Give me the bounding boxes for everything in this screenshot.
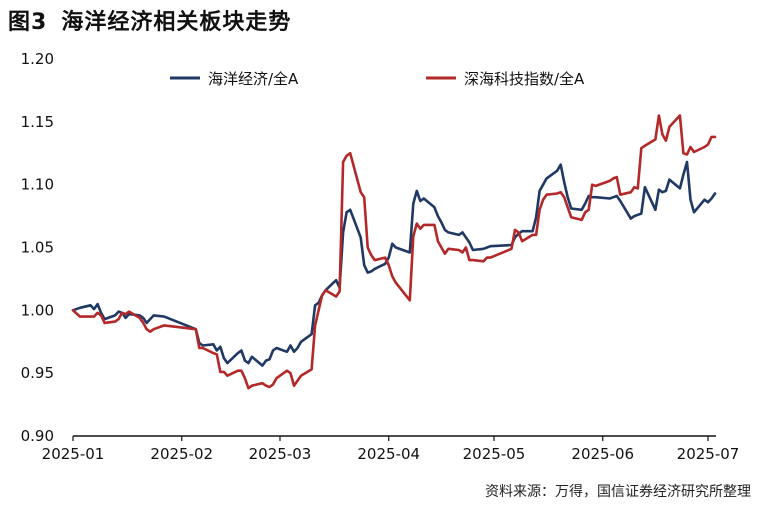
y-tick-label: 1.05: [21, 239, 54, 257]
legend-label-2: 深海科技指数/全A: [464, 70, 585, 88]
legend-label-1: 海洋经济/全A: [208, 70, 299, 88]
x-tick-label: 2025-02: [150, 445, 213, 463]
chart-title: 图3 海洋经济相关板块走势: [8, 4, 291, 36]
x-tick-label: 2025-05: [463, 445, 526, 463]
x-tick-label: 2025-03: [249, 445, 312, 463]
x-tick-label: 2025-06: [571, 445, 634, 463]
y-tick-label: 1.15: [21, 113, 54, 131]
y-tick-label: 0.95: [21, 364, 54, 382]
series-layer: [71, 114, 717, 390]
series-line-2: [71, 114, 717, 390]
y-tick-label: 0.90: [21, 427, 54, 445]
x-tick-labels: 2025-01 2025-02 2025-03 2025-04 2025-05 2025-…: [42, 436, 740, 463]
y-tick-labels: 1.20 1.15 1.10 1.05 1.00 0.95 0.90: [21, 50, 54, 445]
series-line-1: [71, 160, 717, 367]
x-tick-label: 2025-07: [677, 445, 740, 463]
x-tick-label: 2025-01: [42, 445, 105, 463]
figure-label: 图3: [8, 10, 48, 35]
title-text: 海洋经济相关板块走势: [61, 10, 292, 35]
source-note: 资料来源：万得，国信证券经济研究所整理: [485, 484, 751, 500]
y-tick-label: 1.10: [21, 176, 54, 194]
y-tick-label: 1.20: [21, 50, 54, 68]
y-tick-label: 1.00: [21, 301, 54, 319]
legend: 海洋经济/全A 深海科技指数/全A: [170, 70, 585, 88]
x-tick-label: 2025-04: [357, 445, 420, 463]
